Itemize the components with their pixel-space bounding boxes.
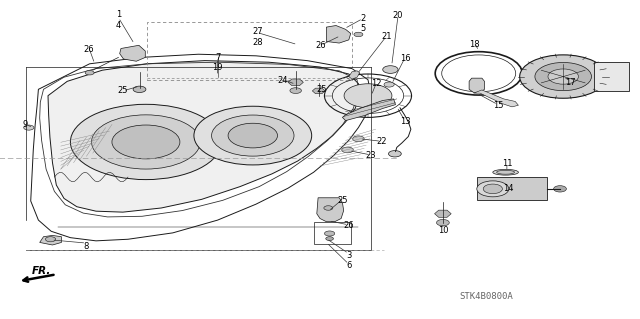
Polygon shape <box>326 26 351 43</box>
Text: 9: 9 <box>23 120 28 129</box>
Text: 13: 13 <box>400 117 410 126</box>
Text: 2: 2 <box>360 14 365 23</box>
Text: 15: 15 <box>493 101 503 110</box>
Polygon shape <box>435 210 451 217</box>
Bar <box>314 222 351 244</box>
Circle shape <box>477 181 509 197</box>
Polygon shape <box>48 61 360 212</box>
Circle shape <box>70 104 221 180</box>
Circle shape <box>326 237 333 241</box>
Circle shape <box>535 63 591 91</box>
Polygon shape <box>312 88 325 94</box>
Text: 21: 21 <box>381 32 392 41</box>
Text: 26: 26 <box>316 41 326 50</box>
Circle shape <box>85 70 94 75</box>
Circle shape <box>133 86 146 93</box>
Text: 23: 23 <box>366 151 376 160</box>
Text: FR.: FR. <box>32 266 51 276</box>
Circle shape <box>290 88 301 93</box>
Bar <box>477 177 547 200</box>
Text: 4: 4 <box>116 21 121 30</box>
Polygon shape <box>288 79 303 85</box>
Circle shape <box>324 206 333 210</box>
Text: 19: 19 <box>212 63 223 72</box>
Circle shape <box>324 231 335 236</box>
Text: 22: 22 <box>376 137 387 146</box>
Circle shape <box>384 82 394 87</box>
Text: 25: 25 <box>316 85 326 94</box>
Text: STK4B0800A: STK4B0800A <box>460 292 513 301</box>
Text: 7: 7 <box>215 53 220 62</box>
Text: 28: 28 <box>252 38 262 47</box>
Text: 25: 25 <box>337 196 348 205</box>
Circle shape <box>354 32 363 37</box>
Circle shape <box>548 69 579 84</box>
Polygon shape <box>474 90 518 107</box>
Text: 11: 11 <box>502 159 512 168</box>
Circle shape <box>342 147 353 153</box>
Text: 10: 10 <box>438 226 448 235</box>
Text: 14: 14 <box>504 184 514 193</box>
Circle shape <box>483 184 502 194</box>
Circle shape <box>344 84 392 108</box>
Text: 24: 24 <box>278 76 288 85</box>
Text: 8: 8 <box>84 242 89 251</box>
Circle shape <box>194 106 312 165</box>
Polygon shape <box>349 71 360 79</box>
Circle shape <box>24 125 34 130</box>
Circle shape <box>353 136 364 142</box>
Bar <box>147 22 352 80</box>
Circle shape <box>228 123 278 148</box>
Text: 3: 3 <box>346 251 351 260</box>
Text: 18: 18 <box>470 40 480 48</box>
Text: 12: 12 <box>371 79 381 88</box>
Polygon shape <box>40 235 61 245</box>
Text: 17: 17 <box>566 78 576 87</box>
Ellipse shape <box>493 169 518 175</box>
Text: 20: 20 <box>393 11 403 20</box>
Polygon shape <box>317 198 344 222</box>
Circle shape <box>388 151 401 157</box>
Circle shape <box>520 55 607 98</box>
Circle shape <box>45 237 56 242</box>
Ellipse shape <box>497 170 515 174</box>
Text: 5: 5 <box>360 24 365 33</box>
Bar <box>594 62 629 91</box>
Text: 25: 25 <box>118 86 128 95</box>
Circle shape <box>112 125 180 159</box>
Circle shape <box>212 115 294 156</box>
Text: 26: 26 <box>344 221 354 230</box>
Text: 6: 6 <box>346 261 351 270</box>
Circle shape <box>554 186 566 192</box>
Circle shape <box>92 115 200 169</box>
Text: 1: 1 <box>116 10 121 19</box>
Circle shape <box>383 66 398 73</box>
Text: 26: 26 <box>83 45 93 54</box>
Polygon shape <box>120 45 145 61</box>
Text: 27: 27 <box>252 27 262 36</box>
Text: 16: 16 <box>400 54 410 63</box>
Polygon shape <box>342 99 396 121</box>
Circle shape <box>436 219 449 226</box>
Polygon shape <box>469 78 484 93</box>
